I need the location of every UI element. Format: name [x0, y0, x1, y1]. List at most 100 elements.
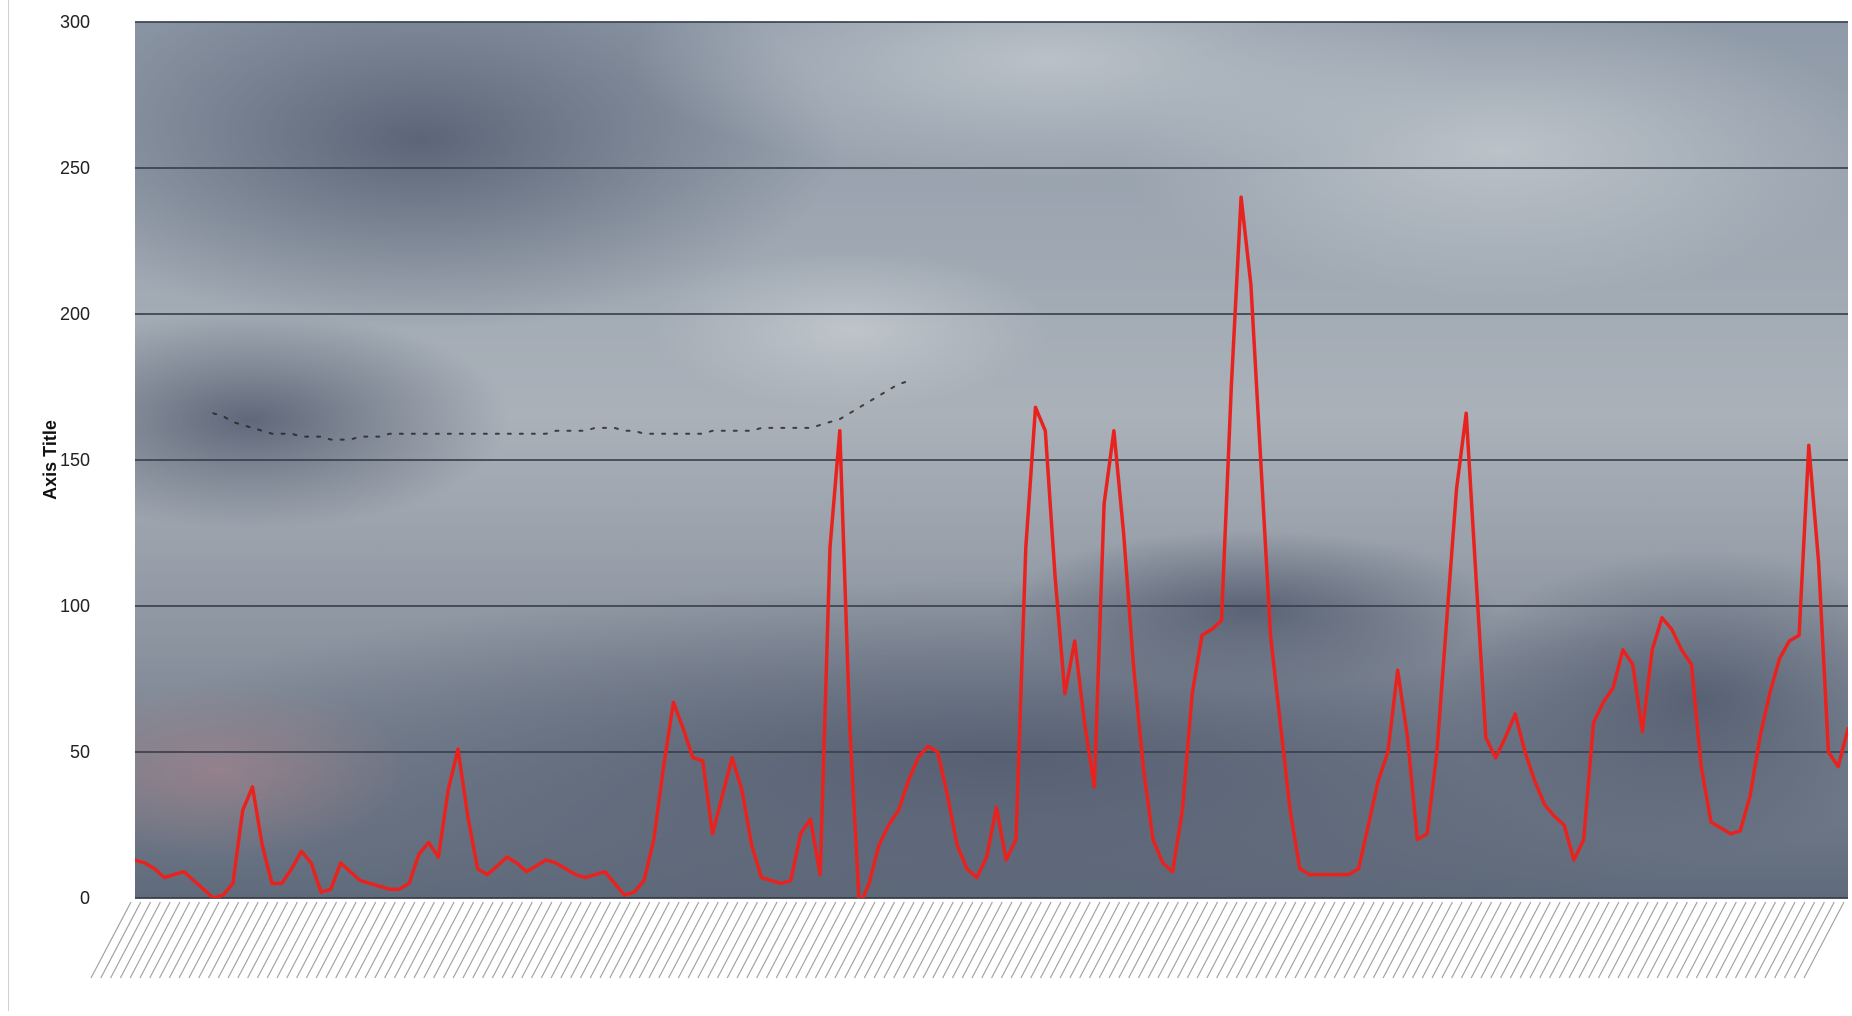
x-tick-mark	[1431, 901, 1473, 979]
x-tick-mark	[1588, 901, 1630, 979]
x-tick-mark	[1666, 901, 1708, 979]
x-tick-mark	[648, 901, 690, 979]
x-tick-mark	[139, 901, 181, 979]
x-tick-mark	[677, 901, 719, 979]
x-tick-mark	[873, 901, 915, 979]
x-tick-mark	[286, 901, 328, 979]
x-tick-mark	[168, 901, 210, 979]
x-tick-mark	[1490, 901, 1532, 979]
x-tick-mark	[158, 901, 201, 979]
x-tick-mark	[501, 901, 543, 979]
x-tick-mark	[1597, 901, 1639, 979]
x-tick-mark	[1039, 901, 1082, 979]
x-tick-mark	[1441, 901, 1483, 979]
x-tick-mark	[1284, 901, 1326, 979]
x-tick-mark	[335, 901, 377, 979]
x-tick-mark	[1382, 901, 1424, 979]
x-tick-mark	[403, 901, 445, 979]
x-tick-mark	[1774, 901, 1816, 979]
x-tick-mark	[384, 901, 426, 979]
x-tick-mark	[1803, 901, 1845, 979]
x-tick-mark	[1304, 901, 1346, 979]
x-tick-mark	[638, 901, 680, 979]
x-tick-mark	[1255, 901, 1297, 979]
x-tick-mark	[619, 901, 661, 979]
x-tick-mark	[1460, 901, 1502, 979]
x-tick-mark	[991, 901, 1033, 979]
x-tick-mark	[589, 901, 631, 979]
x-tick-mark	[1676, 901, 1718, 979]
x-tick-mark	[305, 901, 347, 979]
x-tick-mark	[1519, 901, 1561, 979]
x-tick-mark	[374, 901, 416, 979]
x-tick-mark	[256, 901, 298, 979]
x-tick-mark	[805, 901, 847, 979]
x-tick-mark	[1088, 901, 1130, 979]
x-tick-mark	[1646, 901, 1688, 979]
x-tick-mark	[971, 901, 1013, 979]
x-tick-mark	[433, 901, 475, 979]
x-tick-mark	[1744, 901, 1786, 979]
x-tick-marks	[90, 901, 1845, 979]
x-tick-mark	[570, 901, 612, 979]
x-tick-mark	[1333, 901, 1375, 979]
x-tick-mark	[119, 901, 161, 979]
x-tick-mark	[1108, 901, 1150, 979]
x-tick-mark	[853, 901, 896, 979]
x-tick-mark	[814, 901, 856, 979]
x-tick-mark	[628, 901, 670, 979]
x-tick-mark	[893, 901, 935, 979]
x-tick-mark	[922, 901, 964, 979]
x-tick-mark	[1294, 901, 1336, 979]
x-tick-mark	[364, 901, 406, 979]
x-tick-mark	[90, 901, 132, 979]
x-tick-mark	[198, 901, 240, 979]
x-tick-mark	[1118, 901, 1160, 979]
x-tick-mark	[1265, 901, 1307, 979]
x-tick-mark	[325, 901, 367, 979]
x-tick-mark	[1157, 901, 1199, 979]
x-tick-mark	[883, 901, 925, 979]
x-tick-mark	[1548, 901, 1591, 979]
x-tick-mark	[296, 901, 338, 979]
x-tick-mark	[1186, 901, 1228, 979]
x-tick-mark	[1098, 901, 1140, 979]
left-border	[8, 0, 9, 1011]
x-tick-mark	[1715, 901, 1757, 979]
series-line-1	[212, 380, 910, 441]
x-tick-mark	[912, 901, 954, 979]
x-tick-mark	[276, 901, 318, 979]
x-tick-mark	[149, 901, 191, 979]
x-tick-mark	[1049, 901, 1091, 979]
x-tick-mark	[1372, 901, 1414, 979]
x-tick-mark	[178, 901, 220, 979]
x-tick-mark	[932, 901, 974, 979]
x-tick-mark	[1568, 901, 1610, 979]
x-tick-mark	[315, 901, 357, 979]
x-tick-mark	[1128, 901, 1170, 979]
x-tick-mark	[1793, 901, 1835, 979]
x-tick-mark	[452, 901, 494, 979]
x-tick-mark	[227, 901, 269, 979]
x-tick-mark	[1059, 901, 1101, 979]
y-tick-label-100: 100	[60, 596, 90, 616]
x-tick-mark	[1480, 901, 1522, 979]
x-tick-mark	[1000, 901, 1042, 979]
x-tick-mark	[707, 901, 749, 979]
x-tick-mark	[1725, 901, 1767, 979]
x-tick-mark	[1362, 901, 1405, 979]
x-tick-mark	[726, 901, 768, 979]
series-line-0	[135, 195, 1848, 898]
x-tick-mark	[824, 901, 866, 979]
x-tick-mark	[344, 901, 387, 979]
x-tick-mark	[1539, 901, 1581, 979]
y-tick-label-200: 200	[60, 304, 90, 324]
y-axis-title: Axis Title	[40, 420, 60, 500]
x-tick-mark	[1656, 901, 1698, 979]
x-tick-mark	[1235, 901, 1277, 979]
x-tick-mark	[1783, 901, 1825, 979]
x-tick-mark	[1353, 901, 1395, 979]
x-tick-mark	[1147, 901, 1189, 979]
